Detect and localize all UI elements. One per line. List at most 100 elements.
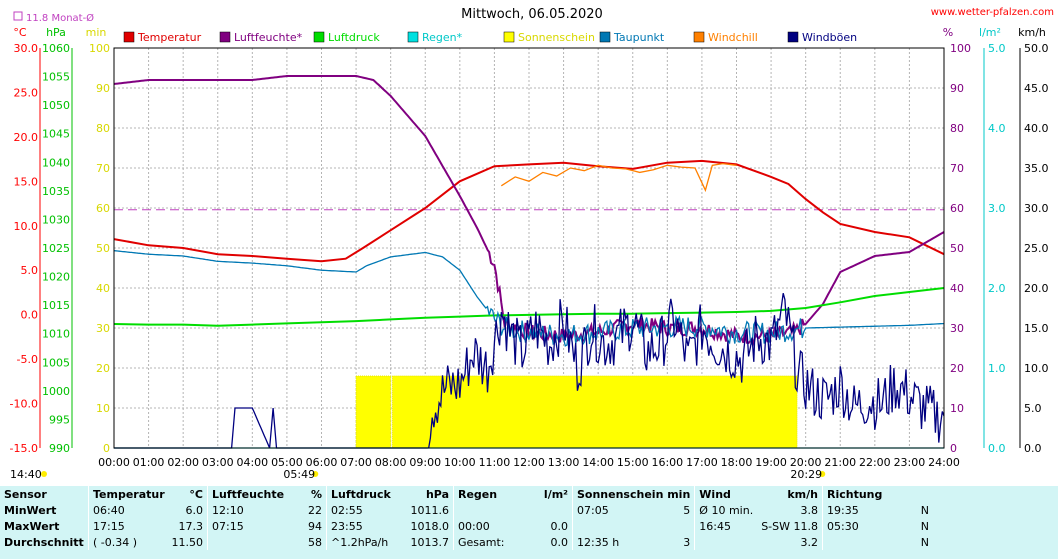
statistics-panel: Sensor Temperatur °C Luftfeuchte% Luftdru… (0, 486, 1058, 559)
header-label: Luftdruck (331, 487, 391, 501)
header-unit: km/h (787, 487, 818, 501)
humidity-tick-label: 0 (950, 442, 957, 455)
pressure-tick-label: 1005 (42, 356, 70, 369)
temperature-tick-label: -15.0 (10, 442, 38, 455)
legend-label: Luftdruck (328, 31, 380, 44)
stats-header-pressure: Luftdruck hPa (326, 486, 454, 502)
legend-label: Luftfeuchte* (234, 31, 303, 44)
x-tick-label: 20:00 (790, 456, 822, 469)
sunshine_min-tick-label: 0 (103, 442, 110, 455)
sunshine-bars (355, 375, 798, 449)
series-line (114, 293, 945, 449)
temperature-tick-label: 25.0 (14, 86, 39, 99)
stats-cell-time: Ø 10 min. (694, 502, 758, 518)
legend-label: Sonnenschein (518, 31, 595, 44)
header-label: Regen (458, 487, 498, 501)
stats-cell-value: 11.50 (171, 535, 204, 549)
temperature-tick-label: -10.0 (10, 398, 38, 411)
pressure-tick-label: 995 (49, 413, 70, 426)
x-tick-label: 19:00 (755, 456, 787, 469)
sunrise-label: 05:49 (283, 468, 315, 481)
rain-tick-label: 0.0 (988, 442, 1006, 455)
stats-cell-time: 12:35 h (571, 534, 652, 550)
rain-unit-label: l/m² (979, 26, 1001, 39)
stats-cell-time: ^1.2hPa/h (326, 534, 401, 550)
pressure-tick-label: 1020 (42, 271, 70, 284)
pressure-tick-label: 1050 (42, 99, 70, 112)
stats-cell-value (524, 502, 573, 518)
temperature-tick-label: -5.0 (17, 353, 38, 366)
stats-cell-time: 12:10 (207, 502, 278, 518)
stats-cell-time: Gesamt: (453, 534, 524, 550)
sun-marker-icon (312, 471, 319, 477)
humidity-tick-label: 20 (950, 362, 964, 375)
series-line (113, 159, 945, 263)
header-unit: % (310, 487, 322, 501)
stats-cell-time: 19:35 (822, 502, 891, 518)
chart-series (113, 75, 945, 449)
pressure-tick-label: 1010 (42, 328, 70, 341)
humidity-tick-label: 100 (950, 42, 971, 55)
x-tick-label: 05:00 (271, 456, 303, 469)
x-tick-label: 22:00 (859, 456, 891, 469)
stats-header-row: Sensor Temperatur °C Luftfeuchte% Luftdru… (0, 486, 933, 502)
series-line (500, 162, 737, 193)
header-unit: l/m² (543, 487, 568, 501)
stats-cell-time: 16:45 (694, 518, 758, 534)
x-tick-label: 14:00 (582, 456, 614, 469)
temperature-tick-label: 20.0 (14, 131, 39, 144)
header-label: Temperatur (93, 487, 165, 501)
sunshine_min-tick-label: 40 (96, 282, 110, 295)
legend-label: Temperatur (137, 31, 202, 44)
x-tick-label: 07:00 (340, 456, 372, 469)
pressure-tick-label: 1015 (42, 299, 70, 312)
stats-cell-time: 23:55 (326, 518, 401, 534)
temperature-unit-label: °C (13, 26, 27, 39)
stats-header-wind: Wind km/h (694, 486, 823, 502)
stats-cell-value: 22 (308, 503, 322, 517)
wind-tick-label: 35.0 (1024, 162, 1049, 175)
plot-frame (113, 47, 945, 449)
sunshine-bar (391, 375, 798, 449)
legend-label: Regen* (422, 31, 463, 44)
stats-header-sensor: Sensor (4, 487, 47, 501)
monthly-average-icon (13, 11, 23, 21)
sunshine_min-tick-label: 50 (96, 242, 110, 255)
header-unit: hPa (425, 487, 449, 501)
x-tick-label: 01:00 (133, 456, 165, 469)
stats-cell-value: 0.0 (550, 519, 569, 533)
legend-label: Windböen (802, 31, 857, 44)
x-tick-label: 12:00 (513, 456, 545, 469)
stats-cell-time: 07:05 (571, 502, 652, 518)
wind-unit-label: km/h (1018, 26, 1046, 39)
sunshine_min-tick-label: 100 (89, 42, 110, 55)
legend-label: Taupunkt (613, 31, 665, 44)
sun-icon (41, 471, 47, 477)
pressure-tick-label: 1000 (42, 385, 70, 398)
wind-tick-label: 30.0 (1024, 202, 1049, 215)
stats-cell-time: ( -0.34 ) (88, 534, 159, 550)
x-tick-label: 06:00 (306, 456, 338, 469)
temperature-tick-label: 5.0 (21, 264, 39, 277)
stats-cell-value: N (920, 503, 929, 517)
stats-cell-time: 06:40 (88, 502, 159, 518)
stats-cell-time: 02:55 (326, 502, 401, 518)
sunshine_min-tick-label: 70 (96, 162, 110, 175)
x-tick-label: 24:00 (928, 456, 960, 469)
x-tick-label: 23:00 (894, 456, 926, 469)
x-tick-label: 11:00 (479, 456, 511, 469)
sunshine_min-tick-label: 90 (96, 82, 110, 95)
pressure-tick-label: 1025 (42, 242, 70, 255)
stats-row-label: Durchschnitt (4, 535, 84, 549)
stats-cell-value: 3.8 (800, 503, 819, 517)
sunshine_min-unit-label: min (86, 26, 107, 39)
pressure-tick-label: 1030 (42, 213, 70, 226)
legend-swatch (407, 31, 419, 43)
x-tick-label: 13:00 (548, 456, 580, 469)
stats-header-direction: Richtung (822, 486, 933, 502)
stats-cell-value: 1018.0 (410, 519, 450, 533)
website-label: www.wetter-pfalzen.com (931, 7, 1054, 18)
stats-cell-value: 3 (683, 535, 691, 549)
rain-tick-label: 5.0 (988, 42, 1006, 55)
stats-header-sunshine: Sonnenschein min (571, 486, 695, 502)
